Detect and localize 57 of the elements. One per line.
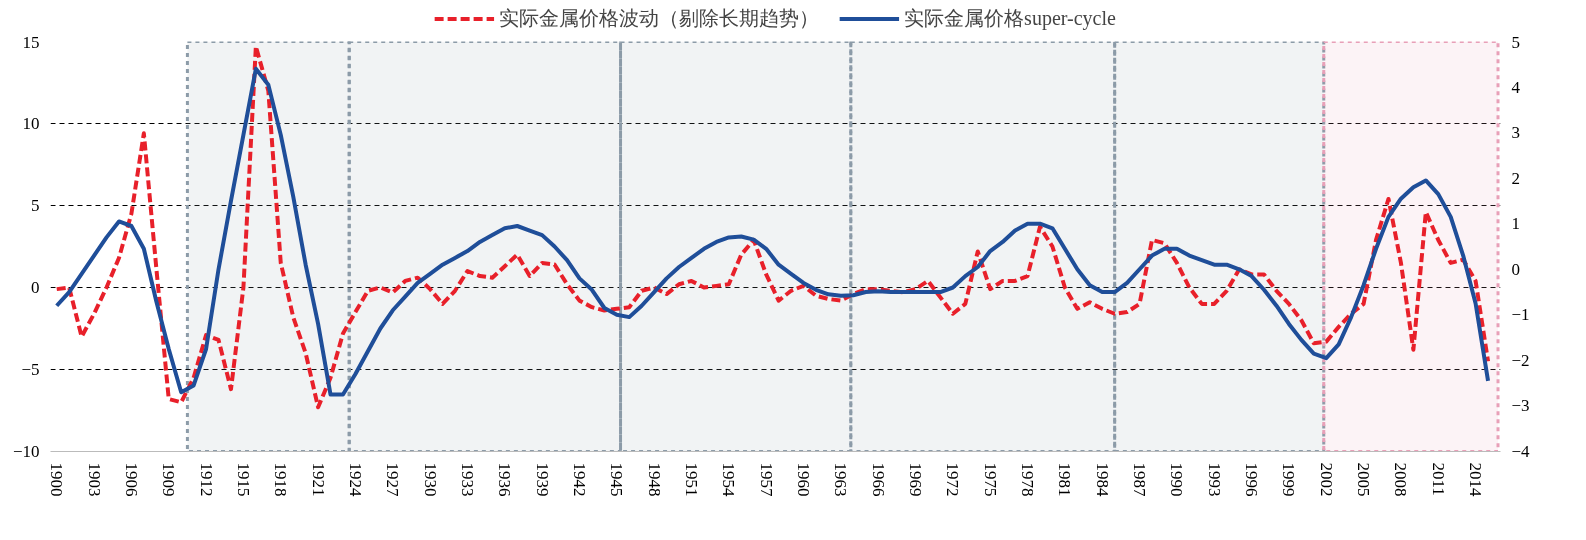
x-tick-label: 1939 (532, 462, 552, 497)
x-tick-label: 1966 (868, 462, 888, 497)
y2-tick-label: −2 (1511, 350, 1530, 370)
x-tick-label: 1957 (756, 462, 776, 497)
x-tick-label: 1912 (196, 462, 216, 497)
x-tick-label: 1909 (159, 462, 179, 497)
x-tick-label: 1942 (569, 462, 589, 497)
y2-tick-label: 3 (1511, 123, 1520, 143)
x-tick-label: 1903 (84, 462, 104, 497)
x-tick-label: 1933 (457, 462, 477, 497)
x-tick-label: 2011 (1428, 462, 1448, 496)
y-tick-label: −5 (21, 360, 40, 379)
x-tick-label: 1972 (943, 462, 963, 497)
x-tick-label: 1918 (271, 462, 291, 497)
x-tick-label: 2008 (1391, 462, 1411, 497)
x-tick-label: 1996 (1242, 462, 1262, 497)
x-tick-label: 1981 (1055, 462, 1075, 497)
x-tick-label: 1999 (1279, 462, 1299, 497)
y2-tick-label: 5 (1511, 32, 1520, 52)
x-tick-label: 1978 (1018, 462, 1038, 497)
x-tick-label: 1993 (1204, 462, 1224, 497)
y-tick-label: −10 (12, 442, 40, 461)
x-tick-label: 1906 (121, 462, 141, 497)
x-tick-label: 1960 (794, 462, 813, 497)
x-tick-label: 1975 (980, 462, 1000, 497)
x-tick-label: 1927 (383, 462, 403, 497)
x-tick-label: 1900 (47, 462, 67, 497)
x-tick-label: 1963 (831, 462, 851, 497)
x-tick-label: 1969 (906, 462, 926, 497)
y2-tick-label: −3 (1511, 396, 1530, 416)
y2-tick-label: 0 (1511, 259, 1520, 279)
x-tick-label: 1954 (719, 462, 739, 497)
y2-tick-label: 4 (1511, 77, 1521, 97)
x-tick-label: 1990 (1167, 462, 1187, 497)
x-tick-label: 2002 (1316, 462, 1336, 497)
x-tick-label: 1984 (1092, 462, 1112, 497)
y2-tick-label: 1 (1511, 214, 1520, 234)
x-tick-label: 1945 (607, 462, 627, 497)
x-tick-label: 1936 (495, 462, 515, 497)
x-tick-label: 1915 (233, 462, 253, 497)
y-tick-label: 10 (22, 114, 40, 133)
x-tick-label: 2014 (1466, 462, 1486, 497)
y-tick-label: 5 (31, 196, 40, 215)
legend-label: 实际金属价格super-cycle (904, 5, 1116, 32)
x-tick-label: 1948 (644, 462, 664, 497)
x-tick-label: 2005 (1354, 462, 1374, 497)
x-tick-label: 1987 (1130, 462, 1150, 497)
x-tick-label: 1951 (681, 462, 701, 497)
legend-label: 实际金属价格波动（剔除长期趋势） (499, 5, 820, 31)
x-tick-label: 1930 (420, 462, 440, 497)
y2-tick-label: −1 (1511, 305, 1530, 325)
y-tick-label: 15 (22, 32, 40, 52)
y-tick-label: 0 (31, 278, 40, 297)
x-tick-label: 1921 (308, 462, 328, 497)
x-tick-label: 1924 (345, 462, 365, 497)
y2-tick-label: −4 (1511, 442, 1531, 461)
y2-tick-label: 2 (1511, 168, 1520, 188)
